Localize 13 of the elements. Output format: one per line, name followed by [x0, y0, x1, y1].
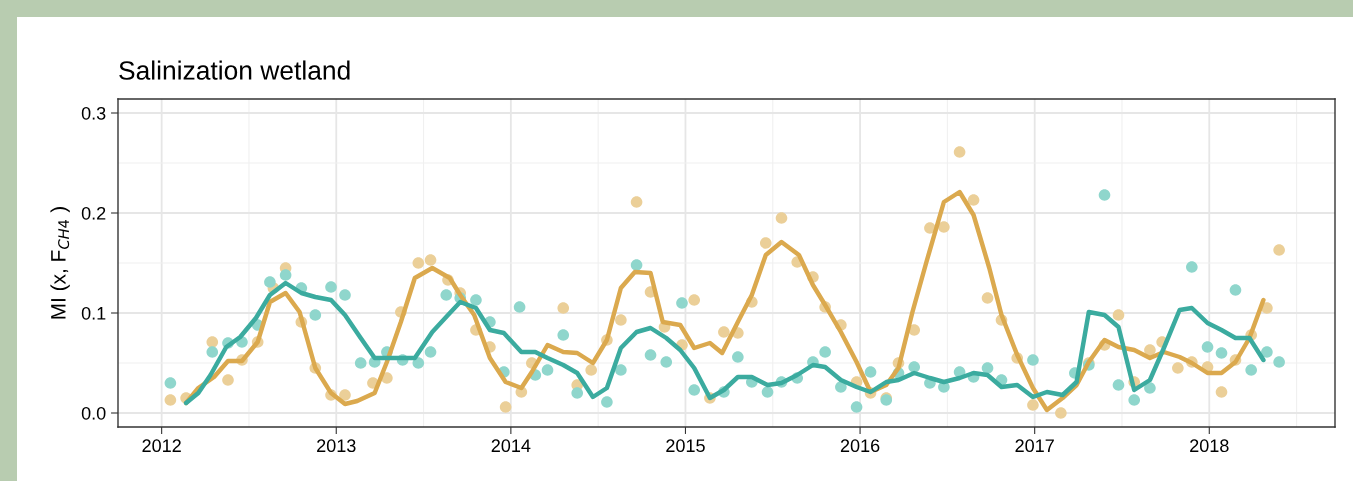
- chart-title: Salinization wetland: [119, 60, 350, 80]
- y-axis-title: MI (x, F$_{CH4}$ ): [50, 207, 70, 319]
- x-tick-label: 2012: [142, 439, 181, 453]
- y-tick-label: 0.1: [81, 306, 106, 320]
- x-tick-label: 2015: [666, 439, 705, 453]
- x-tick-label: 2018: [1190, 439, 1229, 453]
- x-tick-label: 2013: [317, 439, 356, 453]
- x-tick-label: 2017: [1015, 439, 1054, 453]
- y-tick-label: 0.3: [81, 106, 106, 120]
- y-tick-label: 0.0: [81, 406, 106, 420]
- x-tick-label: 2014: [491, 439, 531, 453]
- y-tick-label: 0.2: [81, 206, 106, 220]
- x-tick-label: 2016: [840, 439, 880, 453]
